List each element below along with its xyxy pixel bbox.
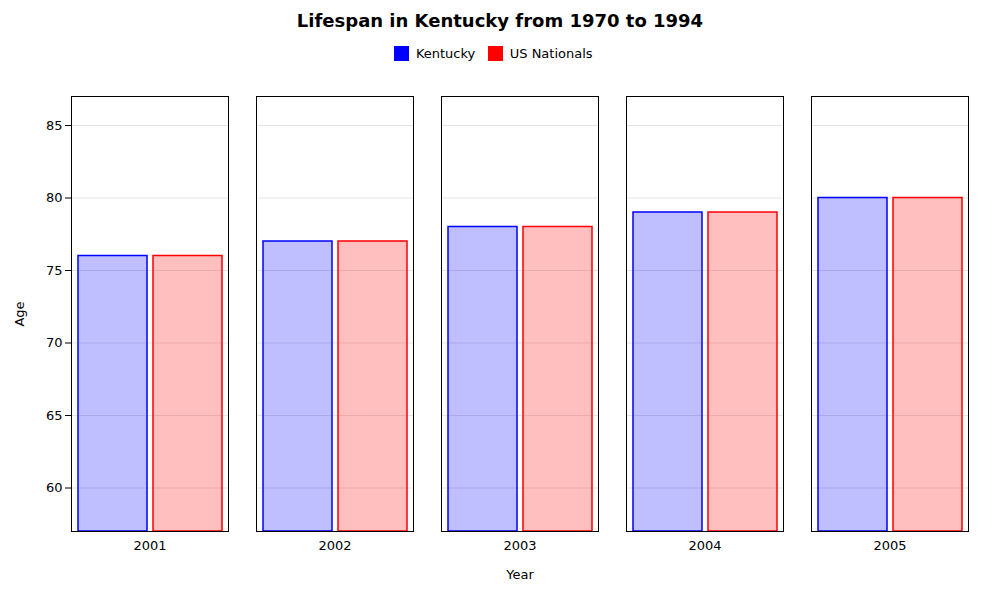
svg-text:2003: 2003 [503,537,536,552]
html-text:Lifespan in Kentucky from 1970: Lifespan in Kentucky from 1970 to 1994 [296,10,704,31]
svg-text:Age: Age [12,301,27,326]
svg-text:Year: Year [505,566,534,581]
svg-text:2005: 2005 [873,537,906,552]
svg-text:70: 70 [46,335,63,350]
svg-text:65: 65 [46,407,63,422]
svg-text:2001: 2001 [133,537,166,552]
svg-text:2002: 2002 [318,537,351,552]
svg-text:85: 85 [46,117,63,132]
svg-text:60: 60 [46,480,63,495]
html-text:US Nationals: US Nationals [509,46,593,61]
svg-text:75: 75 [46,262,63,277]
html-text:Kentucky: Kentucky [415,46,476,61]
svg-text:2004: 2004 [688,537,721,552]
svg-text:80: 80 [46,190,63,205]
